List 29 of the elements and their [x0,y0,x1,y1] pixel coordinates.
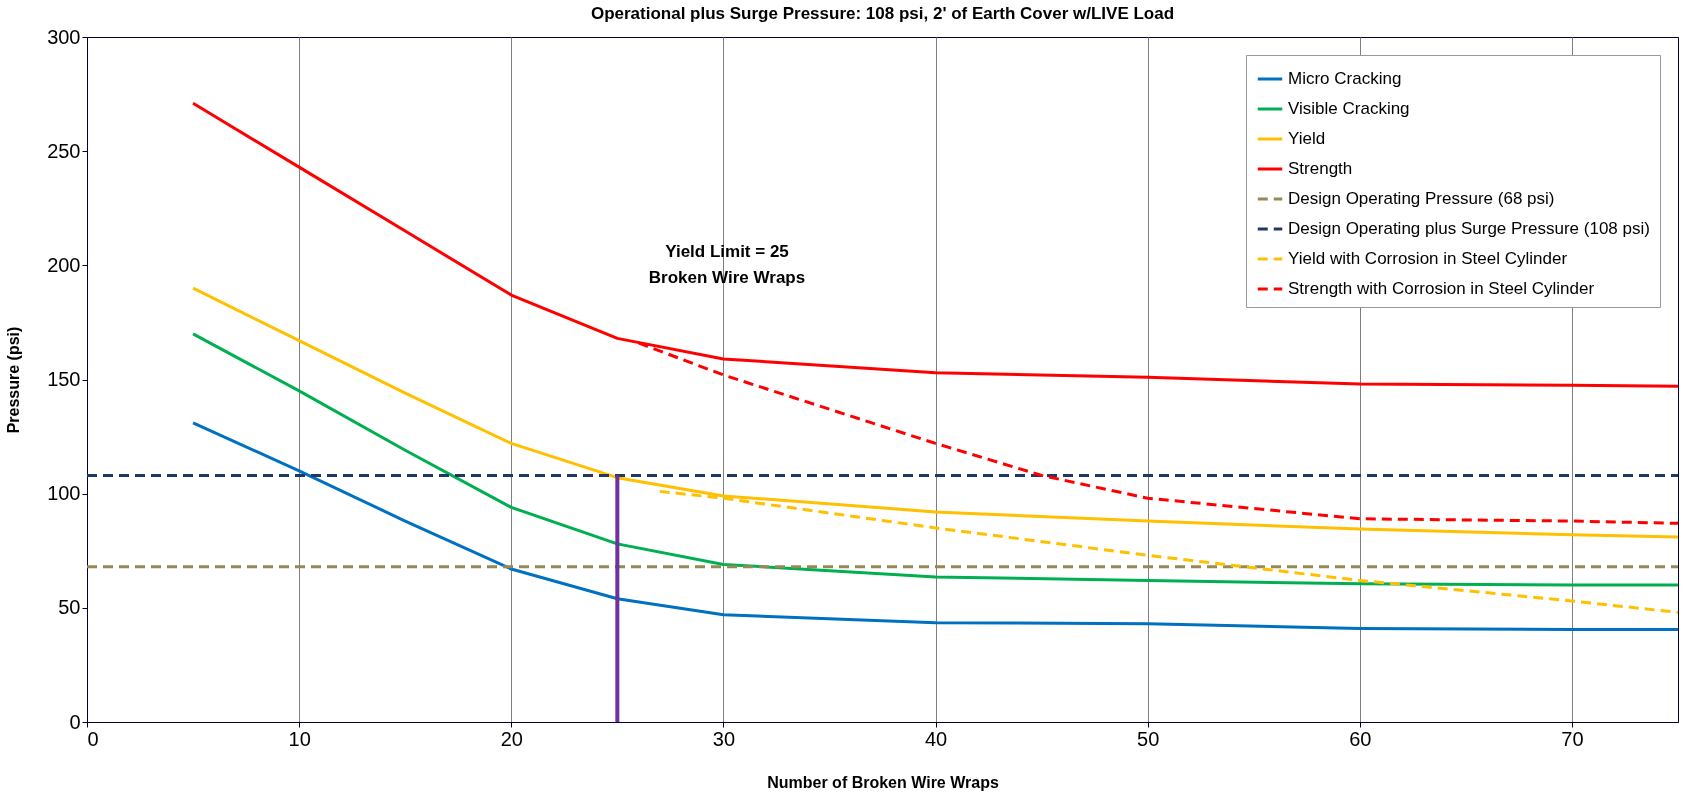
legend-label: Visible Cracking [1288,99,1410,118]
legend-label: Design Operating plus Surge Pressure (108 psi) [1288,219,1650,238]
legend-label: Strength [1288,159,1353,178]
x-tick-label: 10 [288,727,311,750]
y-tick-label: 50 [58,596,81,619]
y-tick-label: 150 [47,368,81,390]
chart-title: Operational plus Surge Pressure: 108 psi, 2' of Earth Cover w/LIVE Load [590,4,1175,23]
legend-label: Design Operating Pressure (68 psi) [1288,189,1555,208]
y-tick-label: 300 [47,25,81,48]
x-tick-label: 40 [924,727,948,750]
y-tick-label: 100 [47,482,81,505]
line-series [191,421,1680,632]
annotation: Yield Limit = 25 Broken Wire Wraps [648,242,806,287]
y-axis-title: Pressure (psi) [5,326,23,434]
x-tick-label: 30 [712,727,736,750]
x-tick-label: 0 [87,727,99,750]
x-tick-label: 20 [500,727,523,750]
legend-label: Yield [1288,129,1326,148]
legend-label: Micro Cracking [1288,69,1402,88]
legend-label: Yield with Corrosion in Steel Cylinder [1288,249,1568,268]
x-tick-label: 70 [1561,727,1584,750]
x-tick-label: 50 [1137,727,1160,750]
line-series [191,332,1680,587]
legend-label: Strength with Corrosion in Steel Cylinder [1288,279,1595,298]
y-tick-label: 0 [69,710,81,733]
y-tick-label: 250 [47,139,81,162]
x-axis-title: Number of Broken Wire Wraps [767,773,999,791]
x-tick-label: 60 [1349,727,1372,750]
y-tick-label: 200 [47,253,81,276]
